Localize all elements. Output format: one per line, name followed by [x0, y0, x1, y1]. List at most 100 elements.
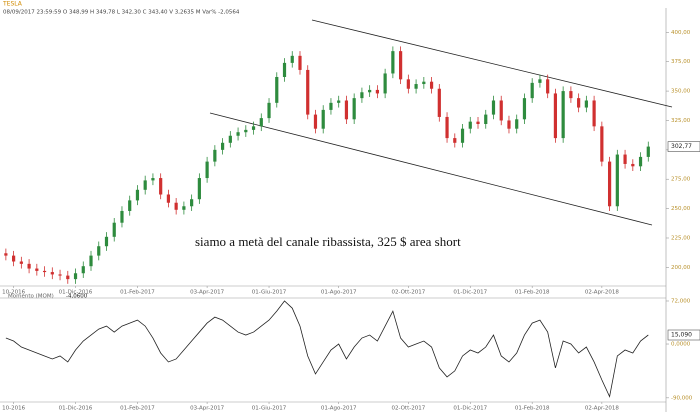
candle-body [546, 79, 550, 94]
x-tick-label: 02-Ott-2017 [391, 290, 425, 296]
candle-body [499, 100, 503, 121]
x-tick-label: 01-Feb-2018 [515, 290, 550, 296]
candle-body [275, 76, 279, 103]
last-value-label: 15,090 [671, 332, 692, 339]
candle-body [460, 128, 465, 143]
candle-body [27, 263, 31, 269]
y-tick-label: -90,000 [671, 395, 693, 401]
candle-body [259, 118, 263, 127]
channel-line-upper [311, 19, 673, 108]
candle-body [631, 163, 635, 167]
candle-body [182, 206, 186, 210]
x-tick-label: 01-Dic-2016 [59, 290, 93, 296]
last-price-label: 302,77 [671, 143, 692, 150]
candle-body [128, 200, 132, 211]
candle-body [306, 69, 310, 115]
candle-body [383, 73, 387, 94]
channel-line-lower [209, 112, 653, 226]
x-tick-label: 01-Feb-2017 [120, 290, 155, 296]
candle-body [561, 91, 565, 139]
candle-body [50, 272, 54, 275]
candle-body [522, 98, 527, 120]
candle-body [151, 178, 155, 181]
panel-value: -4,0600 [66, 294, 88, 300]
candle-body [143, 180, 147, 190]
y-tick-label: 350,00 [671, 89, 691, 95]
symbol: TESLA [2, 1, 23, 8]
candle-body [58, 274, 62, 276]
candle-body [476, 121, 480, 124]
candle-body [468, 121, 472, 129]
x-tick-label: 02-Ott-2017 [391, 406, 425, 412]
candle-body [391, 51, 395, 74]
candle-body [73, 273, 78, 280]
candle-body [553, 93, 558, 139]
candle-body [159, 178, 163, 195]
x-tick-label: 01-Ago-2017 [321, 406, 357, 412]
candle-body [399, 51, 403, 80]
candle-body [592, 100, 596, 127]
candle-body [4, 253, 8, 256]
y-tick-label: 400,00 [671, 30, 691, 36]
candle-body [220, 142, 225, 150]
candle-body [104, 236, 109, 247]
x-tick-label: 01-Ago-2017 [321, 290, 357, 296]
candle-body [329, 102, 333, 110]
candle-body [352, 98, 356, 120]
candle-body [174, 202, 178, 210]
candle-body [344, 100, 349, 120]
candle-body [646, 146, 650, 157]
x-tick-label: 01-Dic-2017 [453, 406, 487, 412]
candle-body [368, 89, 372, 93]
candle-body [577, 98, 581, 108]
candle-body [190, 199, 194, 207]
candle-body [445, 116, 449, 139]
candle-body [81, 266, 85, 274]
candle-body [615, 154, 619, 207]
candle-body [112, 222, 116, 237]
y-tick-label: 250,00 [671, 206, 691, 212]
candle-body [12, 255, 16, 262]
momentum-line [5, 300, 649, 398]
candle-body [19, 261, 23, 264]
last-price-box [667, 141, 700, 152]
candle-body [484, 114, 488, 124]
y-tick-label: 200,00 [671, 265, 691, 271]
x-tick-label: 03-Apr-2017 [190, 406, 225, 412]
candle-body [135, 189, 140, 201]
x-tick-label: 10-2016 [2, 406, 25, 412]
y-tick-label: 275,00 [671, 177, 691, 183]
candle-body [437, 88, 441, 117]
y-tick-label: 0,0000 [671, 342, 691, 348]
x-tick-label: 02-Apr-2018 [585, 406, 620, 412]
info-line: 08/09/2017 23:59:59 O 348,99 H 349,78 L … [3, 10, 240, 16]
candle-body [422, 81, 426, 85]
candle-body [35, 268, 39, 271]
candle-body [313, 114, 318, 129]
candle-body [360, 92, 364, 99]
candle-body [197, 178, 201, 200]
y-tick-label: 225,00 [671, 235, 691, 241]
candle-body [530, 82, 534, 99]
candle-body [453, 138, 457, 143]
panel-title: Momento (MOM) [8, 294, 54, 300]
y-tick-label: 325,00 [671, 118, 691, 124]
candle-body [166, 194, 171, 203]
x-tick-label: 01-Dic-2016 [59, 406, 93, 412]
candle-body [538, 79, 542, 83]
candle-body [515, 119, 519, 129]
candle-body [429, 81, 434, 89]
candle-body [213, 149, 217, 162]
candle-body [97, 246, 101, 256]
candle-body [507, 120, 511, 129]
candle-body [569, 91, 573, 99]
candle-body [290, 55, 294, 63]
candle-body [205, 161, 209, 179]
candle-body [267, 102, 271, 119]
candle-body [89, 255, 93, 267]
candle-body [321, 109, 325, 129]
annotation: siamo a metà del canale ribassista, 325 … [195, 234, 461, 249]
candle-body [406, 79, 410, 89]
